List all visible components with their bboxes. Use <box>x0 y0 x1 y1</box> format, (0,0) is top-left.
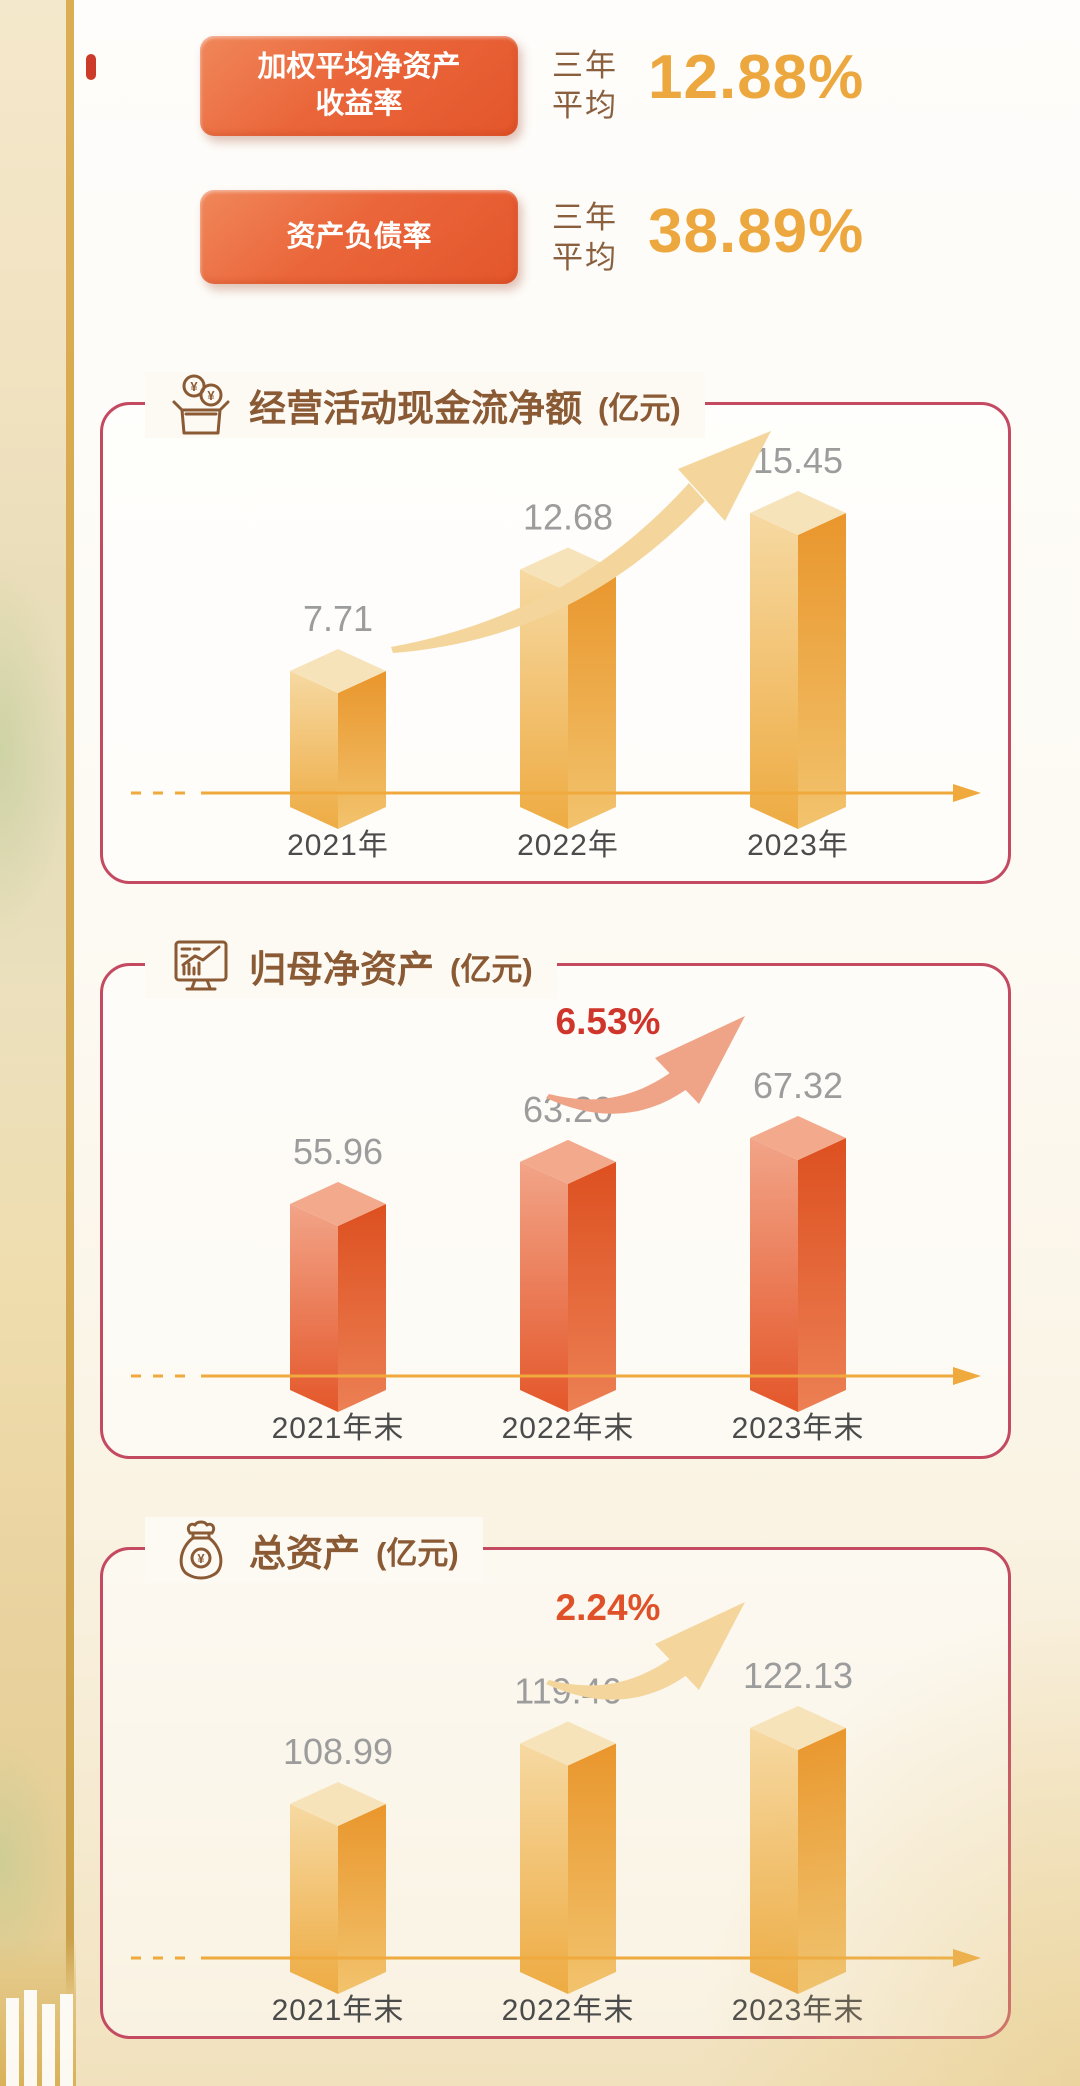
svg-text:15.45: 15.45 <box>753 440 843 481</box>
stat-badge-label-line1: 加权平均净资产 <box>257 51 461 83</box>
card-title-text: 经营活动现金流净额 <box>249 388 582 429</box>
svg-text:2023年末: 2023年末 <box>732 1994 865 2027</box>
svg-text:¥: ¥ <box>197 1551 205 1566</box>
decor-green-blob <box>0 560 66 940</box>
svg-text:2021年: 2021年 <box>287 829 389 862</box>
stat-badge-roe: 加权平均净资产 收益率 <box>200 36 518 136</box>
svg-text:12.68: 12.68 <box>523 497 613 538</box>
svg-text:2022年末: 2022年末 <box>502 1994 635 2027</box>
svg-text:122.13: 122.13 <box>743 1655 853 1696</box>
decor-gold-line <box>66 0 74 2086</box>
svg-text:¥: ¥ <box>190 379 198 394</box>
svg-text:67.32: 67.32 <box>753 1065 843 1106</box>
svg-text:2023年: 2023年 <box>747 829 849 862</box>
svg-text:108.99: 108.99 <box>283 1731 393 1772</box>
card-title: ¥ ¥ 经营活动现金流净额 (亿元) <box>145 372 705 438</box>
stat-value-debt-ratio: 38.89% <box>648 197 865 266</box>
monitor-chart-icon <box>169 934 233 998</box>
money-bag-icon: ¥ <box>169 1518 233 1582</box>
svg-text:7.71: 7.71 <box>303 598 373 639</box>
card-title-unit: (亿元) <box>450 951 533 987</box>
card-title-unit: (亿元) <box>598 390 681 426</box>
chart-card-operating-cash-flow: 7.71 12.68 15.45 2021年 2022年 2023年 ¥ ¥ 经营活动现金… <box>100 372 1011 884</box>
card-title: 归母净资产 (亿元) <box>145 933 557 999</box>
chart-card-total-assets: 108.99119.46122.132.24%2021年末2022年末2023年… <box>100 1517 1011 2039</box>
svg-text:¥: ¥ <box>207 388 215 403</box>
stat-value-roe: 12.88% <box>648 43 865 112</box>
svg-text:2023年末: 2023年末 <box>732 1412 865 1445</box>
svg-text:2.24%: 2.24% <box>556 1587 661 1628</box>
card-title: ¥ 总资产 (亿元) <box>145 1517 483 1583</box>
stat-period: 三年 平均 <box>552 48 618 123</box>
cash-box-icon: ¥ ¥ <box>169 373 233 437</box>
card-title-text: 归母净资产 <box>249 949 434 990</box>
stat-badge-label-line1: 资产负债率 <box>286 220 432 253</box>
chart-card-parent-net-assets: 55.96 63.20 67.32 6.53% 2021年末 2022年末 2023年末 归… <box>100 933 1011 1459</box>
svg-text:2022年末: 2022年末 <box>502 1412 635 1445</box>
stat-badge-label-line2: 收益率 <box>315 88 403 120</box>
svg-text:6.53%: 6.53% <box>556 1001 661 1042</box>
decor-red-mark <box>86 54 96 80</box>
card-title-text: 总资产 <box>249 1533 360 1574</box>
decor-column-chart <box>0 1938 76 2086</box>
svg-text:2021年末: 2021年末 <box>272 1412 405 1445</box>
bar-chart-operating-cash-flow: 7.71 12.68 15.45 2021年 2022年 2023年 <box>103 405 1008 881</box>
card-title-unit: (亿元) <box>376 1535 459 1571</box>
left-decor-strip <box>0 0 66 2086</box>
stat-period: 三年 平均 <box>552 200 618 275</box>
svg-text:55.96: 55.96 <box>293 1131 383 1172</box>
bar-chart-parent-net-assets: 55.96 63.20 67.32 6.53% 2021年末 2022年末 2023年末 <box>103 966 1008 1456</box>
svg-text:2022年: 2022年 <box>517 829 619 862</box>
bar-chart-total-assets: 108.99119.46122.132.24%2021年末2022年末2023年… <box>103 1550 1008 2036</box>
stat-badge-debt-ratio: 资产负债率 <box>200 190 518 284</box>
svg-text:2021年末: 2021年末 <box>272 1994 405 2027</box>
